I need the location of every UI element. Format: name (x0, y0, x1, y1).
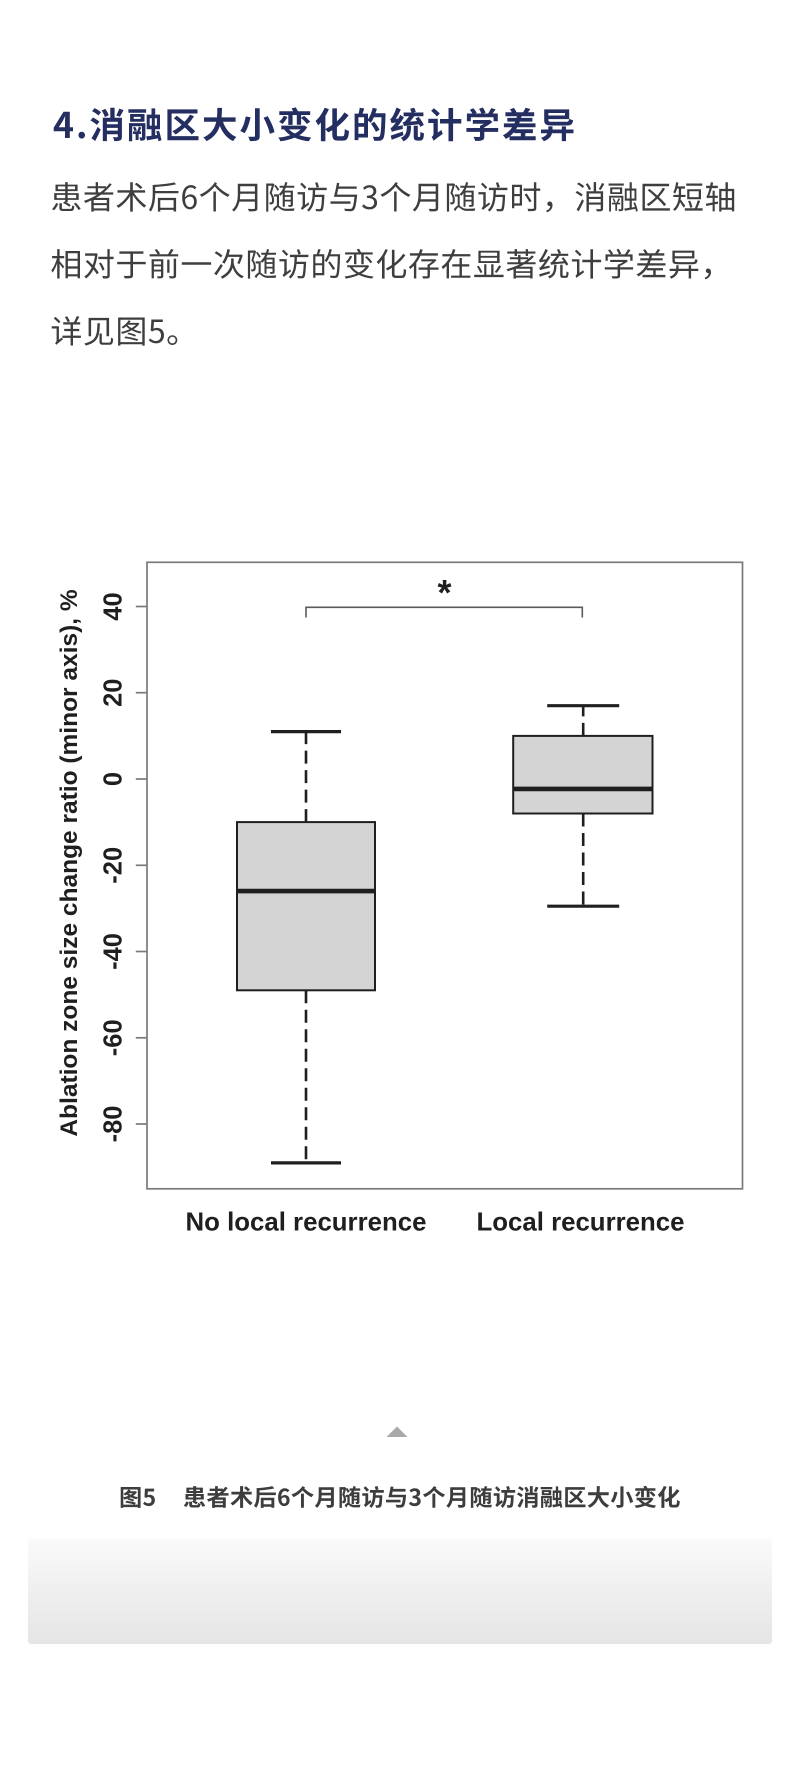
svg-text:0: 0 (100, 772, 128, 786)
svg-text:Local recurrence: Local recurrence (477, 1209, 685, 1237)
svg-text:Ablation zone size change rati: Ablation zone size change ratio (minor a… (56, 589, 83, 1136)
svg-text:No local recurrence: No local recurrence (186, 1209, 427, 1237)
svg-text:20: 20 (100, 679, 128, 707)
svg-text:-20: -20 (100, 847, 128, 884)
svg-text:-60: -60 (100, 1019, 128, 1056)
svg-text:40: 40 (100, 592, 128, 620)
svg-text:-80: -80 (100, 1106, 128, 1143)
svg-text:*: * (437, 572, 451, 613)
svg-text:-40: -40 (100, 933, 128, 970)
